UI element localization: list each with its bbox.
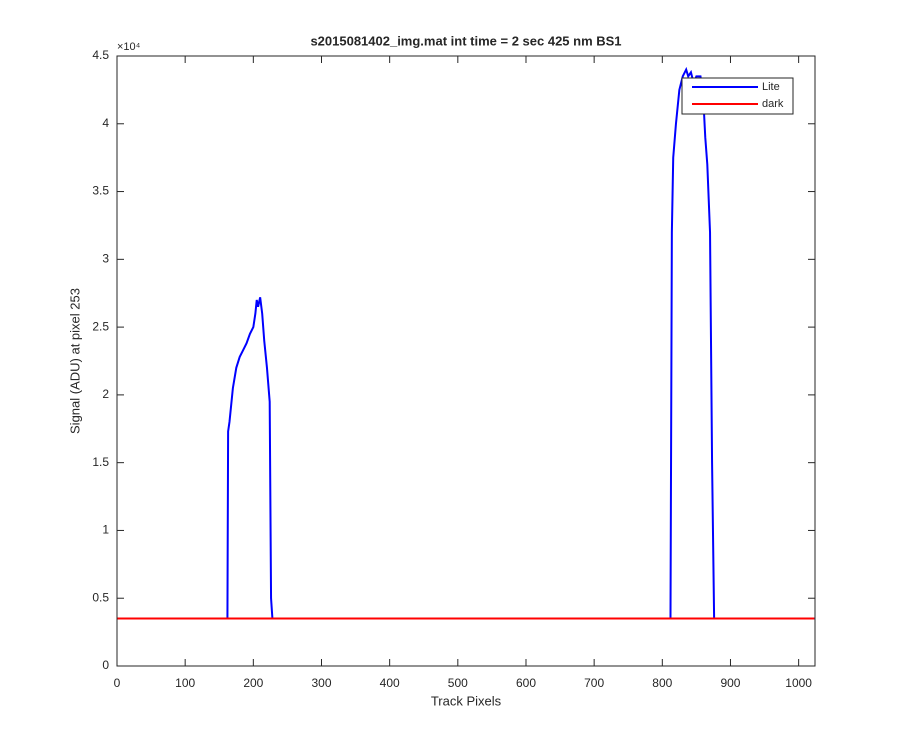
x-tick-label: 700 — [584, 676, 604, 690]
x-tick-label: 600 — [516, 676, 536, 690]
y-tick-label: 1 — [102, 523, 109, 537]
x-tick-label: 1000 — [785, 676, 812, 690]
y-tick-label: 4 — [102, 116, 109, 130]
y-tick-label: 3.5 — [92, 184, 109, 198]
x-tick-label: 0 — [114, 676, 121, 690]
legend-label: Lite — [762, 81, 780, 93]
y-axis-label: Signal (ADU) at pixel 253 — [67, 288, 82, 434]
y-tick-label: 2.5 — [92, 319, 109, 333]
x-tick-label: 200 — [243, 676, 263, 690]
y-tick-label: 0 — [102, 658, 109, 672]
y-tick-label: 4.5 — [92, 48, 109, 62]
chart-title: s2015081402_img.mat int time = 2 sec 425… — [310, 33, 621, 48]
y-tick-label: 0.5 — [92, 590, 109, 604]
y-tick-label: 1.5 — [92, 455, 109, 469]
legend-box — [681, 77, 794, 115]
x-tick-label: 800 — [652, 676, 672, 690]
y-exponent: ×10⁴ — [117, 41, 141, 53]
legend-label: dark — [762, 98, 784, 110]
x-tick-label: 900 — [720, 676, 740, 690]
plot-area — [117, 56, 815, 666]
x-tick-label: 400 — [380, 676, 400, 690]
x-axis-label: Track Pixels — [431, 693, 502, 708]
y-tick-label: 3 — [102, 252, 109, 266]
x-tick-label: 300 — [311, 676, 331, 690]
y-tick-label: 2 — [102, 387, 109, 401]
x-tick-label: 500 — [448, 676, 468, 690]
x-tick-label: 100 — [175, 676, 195, 690]
axes-box — [116, 55, 816, 667]
